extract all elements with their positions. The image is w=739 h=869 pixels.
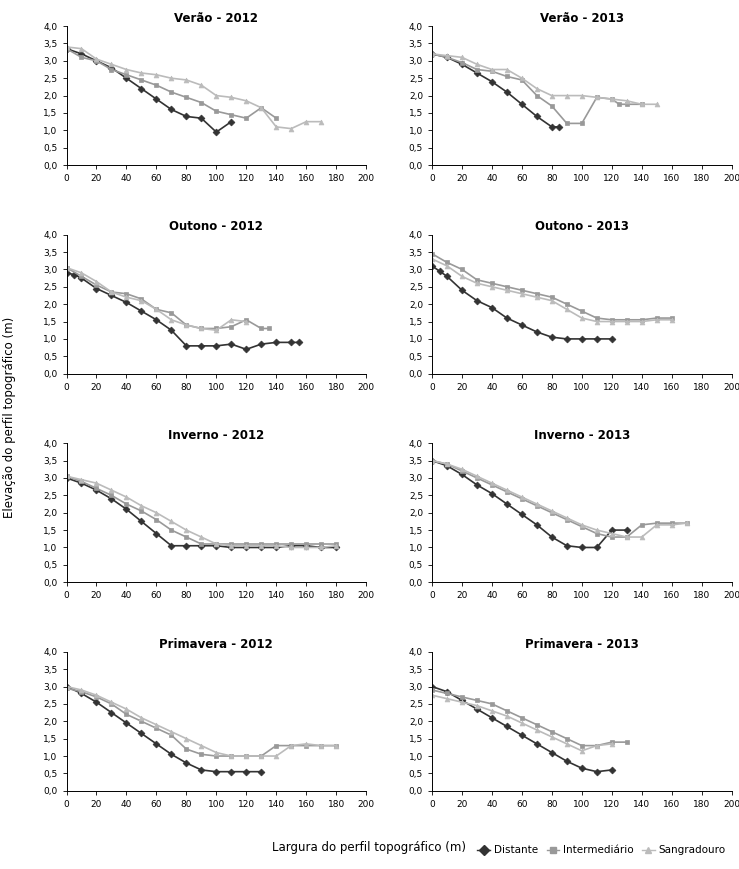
Title: Primavera - 2012: Primavera - 2012: [160, 638, 273, 651]
Title: Verão - 2012: Verão - 2012: [174, 12, 259, 25]
Title: Primavera - 2013: Primavera - 2013: [525, 638, 638, 651]
Title: Verão - 2013: Verão - 2013: [539, 12, 624, 25]
Text: Elevação do perfil topográfico (m): Elevação do perfil topográfico (m): [3, 316, 16, 518]
Legend: Distante, Intermediário, Sangradouro: Distante, Intermediário, Sangradouro: [473, 841, 730, 859]
Title: Inverno - 2012: Inverno - 2012: [168, 429, 265, 442]
Title: Outono - 2012: Outono - 2012: [169, 221, 263, 234]
Title: Inverno - 2013: Inverno - 2013: [534, 429, 630, 442]
Title: Outono - 2013: Outono - 2013: [535, 221, 629, 234]
Text: Largura do perfil topográfico (m): Largura do perfil topográfico (m): [273, 841, 466, 853]
